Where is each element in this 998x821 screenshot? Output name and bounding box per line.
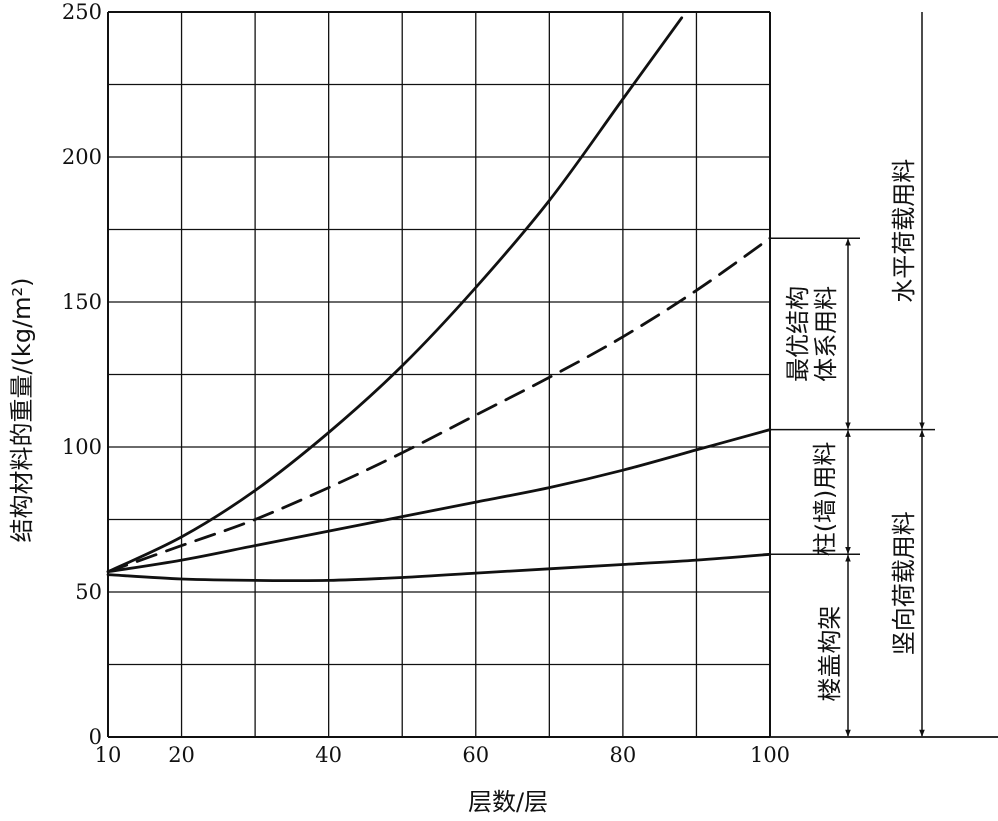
y-tick-label: 100 <box>62 435 102 459</box>
series-line-4 <box>106 552 772 583</box>
y-axis-label: 结构材料的重量/(kg/m²) <box>8 277 36 542</box>
x-tick-label: 60 <box>462 743 489 767</box>
label-optimal-system: 体系用料 <box>812 286 840 382</box>
y-tick-label: 150 <box>62 290 102 314</box>
label-column-wall: 柱(墙)用料 <box>811 442 839 557</box>
x-tick-label: 20 <box>168 743 195 767</box>
label-optimal-structure: 最优结构 <box>784 286 812 382</box>
x-tick-label: 40 <box>315 743 342 767</box>
label-floor-structure: 楼盖构架 <box>816 606 844 702</box>
x-axis-label: 层数/层 <box>468 788 548 816</box>
series-line-2 <box>106 236 772 574</box>
y-tick-label: 250 <box>62 0 102 24</box>
series-line-3 <box>106 428 772 574</box>
x-tick-label: 100 <box>750 743 790 767</box>
x-tick-label: 10 <box>95 743 122 767</box>
series-layer <box>106 16 772 583</box>
y-tick-label: 200 <box>62 145 102 169</box>
ticks: 0 50 100 150 200 250 10 20 40 60 80 100 <box>62 0 790 767</box>
grid <box>107 11 771 738</box>
label-vertical-load: 竖向荷载用料 <box>890 511 918 655</box>
series-line-1 <box>106 16 684 574</box>
y-tick-label: 0 <box>89 725 102 749</box>
label-horizontal-load: 水平荷载用料 <box>890 159 918 303</box>
x-tick-label: 80 <box>610 743 637 767</box>
y-tick-label: 50 <box>75 580 102 604</box>
